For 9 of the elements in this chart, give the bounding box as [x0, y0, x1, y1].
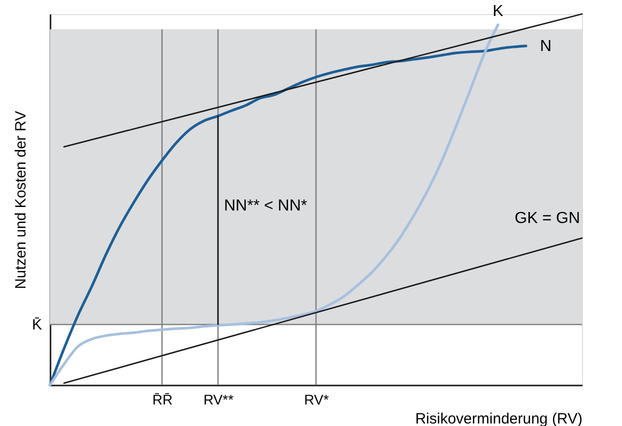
annotation: NN** < NN*	[224, 197, 308, 214]
x-tick-label: RV**	[203, 392, 234, 408]
y-axis-title: Nutzen und Kosten der RV	[12, 110, 30, 290]
series-label: GK = GN	[514, 210, 580, 228]
ref-line-label: K̄	[32, 316, 42, 334]
series-label: K	[492, 2, 504, 20]
x-tick-label: R̄R̄	[152, 392, 173, 408]
series-label: N	[540, 38, 552, 55]
x-tick-label: RV*	[304, 392, 330, 408]
